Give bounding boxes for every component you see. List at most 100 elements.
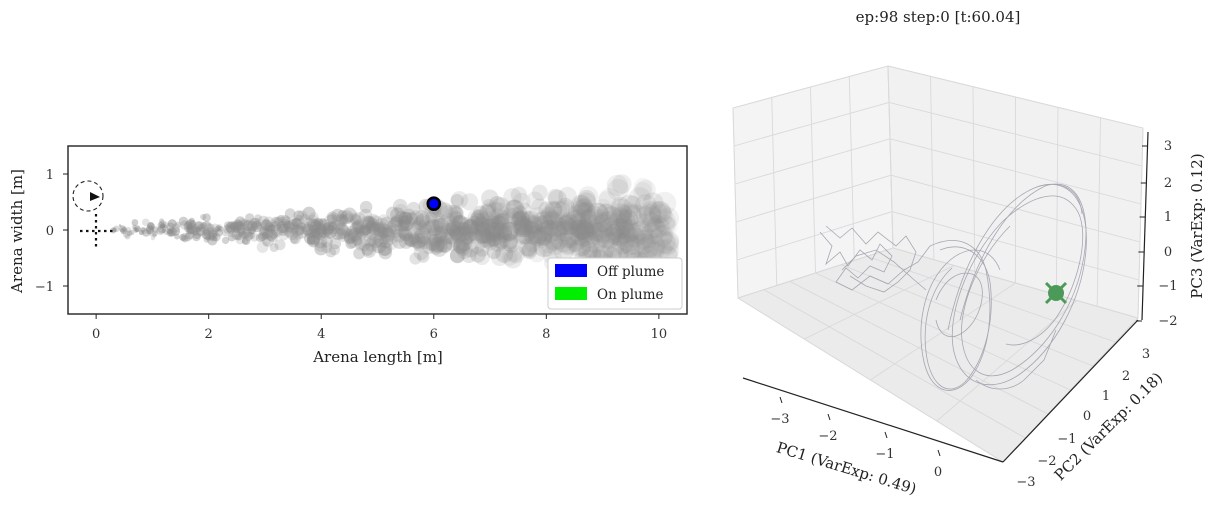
plume-puff <box>386 219 403 235</box>
plume-puff <box>235 234 245 245</box>
plume-puff <box>235 216 246 227</box>
plume-puff <box>565 232 586 253</box>
plume-puff <box>446 204 464 222</box>
plume-puff <box>518 237 538 257</box>
plume-puff <box>202 227 211 237</box>
plume-puff <box>581 237 604 260</box>
pc1-axis-line <box>742 377 1004 463</box>
plume-puff <box>312 228 324 240</box>
plume-puff <box>184 226 191 233</box>
plume-puff <box>376 226 389 239</box>
plume-puff <box>496 227 513 244</box>
plume-puff <box>487 225 504 242</box>
plume-puff <box>497 222 513 238</box>
plume-puff <box>207 227 215 234</box>
plume-puff <box>377 242 392 256</box>
plume-puff <box>343 212 354 224</box>
plume-puff <box>514 215 533 234</box>
plume-puff <box>303 217 316 230</box>
plume-puff <box>210 223 220 233</box>
plume-puff <box>605 226 624 245</box>
plume-puff <box>614 214 633 233</box>
plume-puff <box>373 227 387 241</box>
plume-puff <box>278 223 289 234</box>
plume-puff <box>283 220 296 233</box>
plume-puff <box>499 233 518 252</box>
agent-marker <box>426 196 442 211</box>
plume-puff <box>378 226 394 242</box>
grid-line <box>887 65 894 249</box>
plume-puff <box>223 224 233 234</box>
plume-puff <box>606 207 625 226</box>
plume-puff <box>616 231 639 254</box>
pc2-tick-label: 2 <box>1122 369 1130 384</box>
plume-puff <box>635 237 658 260</box>
plume-puff <box>371 238 387 254</box>
plume-puff <box>601 206 622 227</box>
plume-puff <box>221 236 230 245</box>
plume-puff <box>596 229 616 249</box>
plume-puff <box>398 211 413 226</box>
plume-puff <box>389 224 404 239</box>
plume-puff <box>267 223 276 232</box>
plume-puff <box>479 204 497 222</box>
plume-puff <box>617 224 638 246</box>
plume-puff <box>195 226 206 237</box>
plume-puff <box>414 213 430 228</box>
plume-puff <box>328 244 340 256</box>
plume-puff <box>624 233 645 255</box>
plume-puff <box>453 239 468 254</box>
plume-puff <box>378 214 390 226</box>
plume-puff <box>428 240 444 255</box>
pc2-tick-label: −1 <box>1057 432 1076 447</box>
plume-puff <box>327 221 341 235</box>
plume-puff <box>274 239 286 251</box>
plume-puff <box>523 221 541 239</box>
plume-puff <box>635 179 656 200</box>
plume-puff <box>536 230 553 247</box>
plume-puff <box>402 208 416 221</box>
plume-puff <box>278 229 290 241</box>
pc3-tick-label: 1 <box>1164 210 1172 225</box>
plume-puff <box>457 228 474 245</box>
plume-puff <box>240 231 248 239</box>
pc3-axis-line <box>1141 131 1149 321</box>
plume-puff <box>394 203 408 217</box>
grid-line <box>892 247 1139 319</box>
plume-puff <box>291 224 304 237</box>
plume-puff <box>149 232 154 237</box>
figure-title: ep:98 step:0 [t:60.04] <box>856 8 1021 26</box>
plume-puff <box>552 201 571 219</box>
grid-line <box>733 101 890 147</box>
plume-puff <box>494 213 512 231</box>
plume-puff <box>470 209 489 228</box>
plume-puff <box>567 235 584 252</box>
plume-puff <box>232 219 243 231</box>
plume-puff <box>270 216 282 228</box>
plume-puff <box>392 198 408 214</box>
plume-puff <box>502 211 519 229</box>
plume-puff <box>260 227 268 235</box>
plume-puff <box>271 218 283 230</box>
plume-puff <box>346 236 359 248</box>
plume-puff <box>640 222 663 246</box>
plume-puff <box>132 224 141 233</box>
plume-puff <box>394 210 409 224</box>
plume-puff <box>261 232 270 240</box>
plume-puff <box>398 226 413 241</box>
plume-puff <box>468 228 484 244</box>
plume-puff <box>113 225 120 233</box>
plume-puff <box>398 215 411 229</box>
plume-puff <box>548 189 567 209</box>
plume-puff <box>192 230 202 240</box>
plume-puff <box>290 235 299 244</box>
plume-puff <box>245 213 255 223</box>
plume-puff <box>291 217 302 228</box>
plume-puff <box>558 235 578 256</box>
plume-puff <box>347 227 363 243</box>
plume-puff <box>502 233 518 250</box>
plume-puff <box>439 231 453 245</box>
plume-puff <box>193 220 204 231</box>
plume-puff <box>183 221 193 231</box>
plume-puff <box>145 225 155 235</box>
